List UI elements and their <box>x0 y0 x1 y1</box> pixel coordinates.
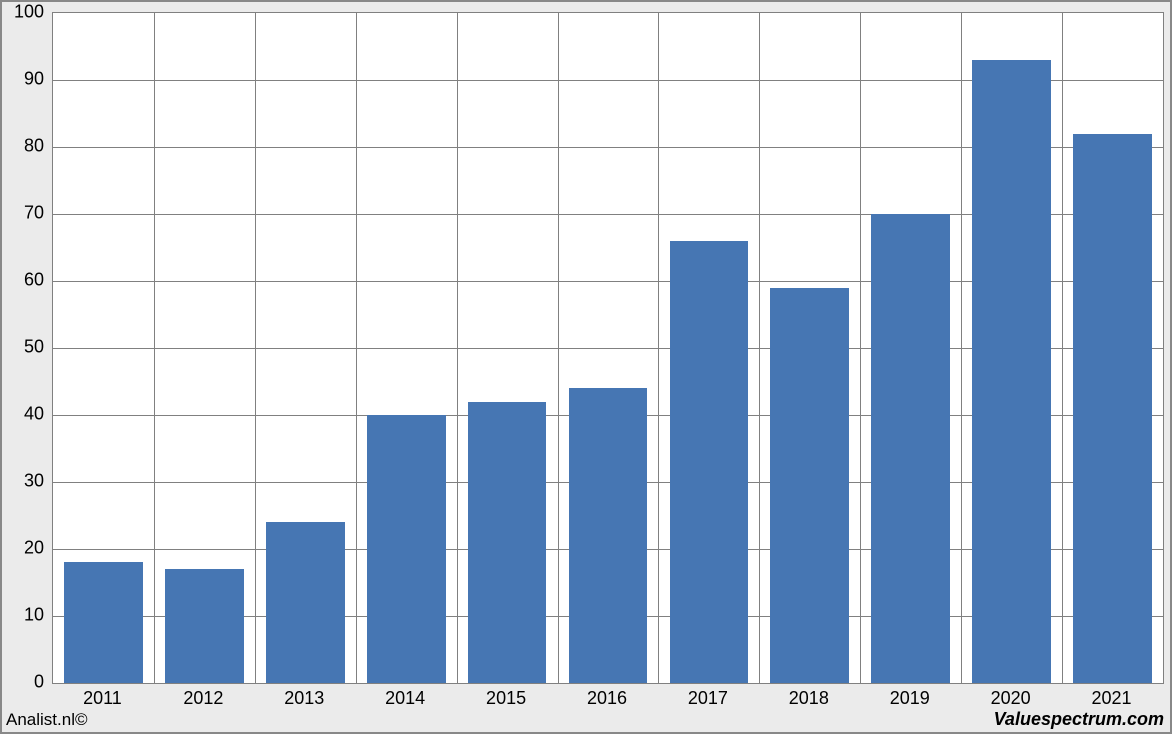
bar <box>871 214 950 683</box>
bar <box>1073 134 1152 683</box>
bar <box>770 288 849 683</box>
bar <box>64 562 143 683</box>
x-axis-tick-label: 2012 <box>183 688 223 709</box>
y-axis-tick-label: 50 <box>2 337 44 358</box>
x-axis-tick-label: 2015 <box>486 688 526 709</box>
x-axis-tick-label: 2018 <box>789 688 829 709</box>
bar <box>266 522 345 683</box>
gridline-vertical <box>961 13 962 683</box>
y-axis-tick-label: 100 <box>2 2 44 23</box>
x-axis-tick-label: 2014 <box>385 688 425 709</box>
footer-credit-left: Analist.nl© <box>6 710 88 730</box>
bar <box>367 415 446 683</box>
plot-area <box>52 12 1164 684</box>
y-axis-tick-label: 90 <box>2 69 44 90</box>
y-axis-tick-label: 70 <box>2 203 44 224</box>
x-axis-tick-label: 2016 <box>587 688 627 709</box>
bar <box>670 241 749 683</box>
y-axis-tick-label: 20 <box>2 538 44 559</box>
x-axis-tick-label: 2011 <box>83 688 122 709</box>
x-axis-tick-label: 2013 <box>284 688 324 709</box>
y-axis-tick-label: 10 <box>2 605 44 626</box>
gridline-vertical <box>1062 13 1063 683</box>
y-axis-tick-label: 0 <box>2 672 44 693</box>
y-axis-tick-label: 40 <box>2 404 44 425</box>
gridline-vertical <box>860 13 861 683</box>
x-axis-tick-label: 2020 <box>991 688 1031 709</box>
gridline-vertical <box>356 13 357 683</box>
x-axis-tick-label: 2019 <box>890 688 930 709</box>
footer-credit-right: Valuespectrum.com <box>994 709 1164 730</box>
gridline-vertical <box>255 13 256 683</box>
gridline-vertical <box>457 13 458 683</box>
gridline-vertical <box>558 13 559 683</box>
y-axis-tick-label: 30 <box>2 471 44 492</box>
chart-frame: Analist.nl© Valuespectrum.com 0 10 20 30 40 5… <box>0 0 1172 734</box>
y-axis-tick-label: 60 <box>2 270 44 291</box>
gridline-vertical <box>759 13 760 683</box>
bar <box>569 388 648 683</box>
bar <box>468 402 547 683</box>
x-axis-tick-label: 2021 <box>1092 688 1132 709</box>
bar <box>165 569 244 683</box>
y-axis-tick-label: 80 <box>2 136 44 157</box>
x-axis-tick-label: 2017 <box>688 688 728 709</box>
gridline-vertical <box>154 13 155 683</box>
bar <box>972 60 1051 683</box>
gridline-vertical <box>658 13 659 683</box>
